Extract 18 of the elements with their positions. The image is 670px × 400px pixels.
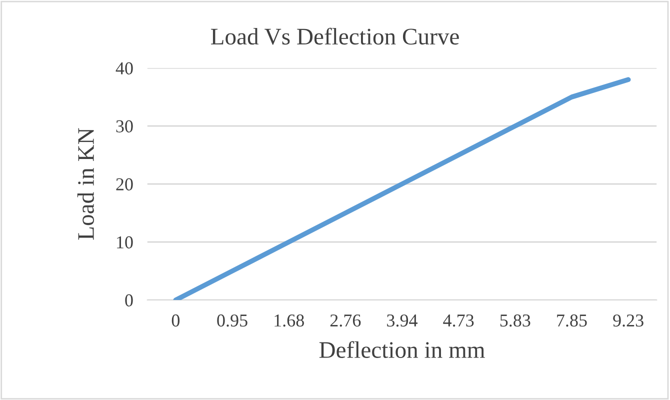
x-tick-label: 2.76 [330,314,361,327]
y-tick-label: 40 [116,62,133,74]
chart-title: Load Vs Deflection Curve [210,28,459,45]
line-series [173,77,631,300]
x-tick-label: 0 [172,314,180,327]
x-tick-label: 7.85 [557,314,587,327]
x-tick-label: 5.83 [500,314,530,327]
y-tick-label: 10 [117,236,133,248]
x-tick-label: 3.94 [387,314,418,327]
y-tick-label: 20 [116,178,133,190]
y-tick-label: 30 [116,120,133,132]
y-axis-title: Load in KN [77,128,94,240]
y-tick-label: 0 [125,294,133,306]
x-axis-title: Deflection in mm [319,341,485,358]
x-tick-label: 1.68 [274,314,304,327]
x-tick-label: 0.95 [217,314,248,327]
x-tick-label: 9.23 [613,314,644,327]
x-tick-label: 4.73 [443,314,474,327]
